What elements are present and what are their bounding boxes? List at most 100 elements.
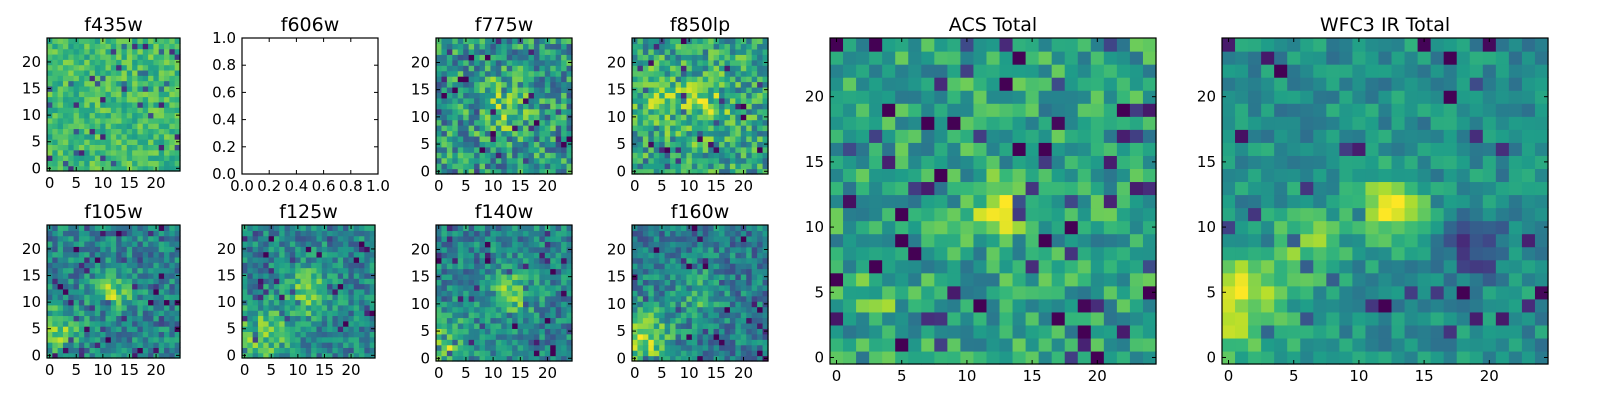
heatmap-cell: [729, 103, 736, 110]
heatmap-cell: [474, 355, 481, 362]
heatmap-cell: [566, 279, 573, 286]
heatmap-cell: [895, 220, 909, 235]
heatmap-cell: [757, 119, 764, 126]
heatmap-cell: [544, 279, 551, 286]
heatmap-cell: [364, 347, 371, 354]
heatmap-cell: [327, 320, 334, 327]
heatmap-cell: [702, 235, 709, 242]
heatmap-cell: [452, 333, 459, 340]
heatmap-cell: [637, 97, 644, 104]
heatmap-cell: [153, 149, 160, 156]
heatmap-cell: [544, 350, 551, 357]
heatmap-cell: [142, 225, 149, 231]
heatmap-cell: [268, 326, 275, 332]
panel-title: f850lp: [670, 14, 730, 36]
heatmap-cell: [126, 59, 133, 66]
heatmap-cell: [110, 336, 117, 343]
heatmap-cell: [653, 284, 660, 291]
heatmap-cell: [68, 101, 75, 108]
heatmap-cell: [1142, 233, 1157, 248]
heatmap-cell: [316, 225, 323, 231]
heatmap-cell: [441, 38, 448, 45]
heatmap-cell: [474, 322, 481, 329]
heatmap-cell: [1077, 337, 1092, 352]
heatmap-cell: [501, 48, 508, 55]
heatmap-cell: [164, 240, 170, 247]
heatmap-cell: [528, 295, 535, 302]
heatmap-cell: [73, 299, 80, 306]
heatmap-cell: [550, 163, 557, 170]
heatmap-cell: [735, 81, 742, 88]
heatmap-cell: [153, 347, 160, 354]
heatmap-cell: [57, 117, 64, 124]
heatmap-cell: [691, 317, 698, 324]
heatmap-cell: [751, 301, 758, 308]
heatmap-cell: [337, 347, 344, 354]
x-tick-label: 0: [434, 364, 444, 382]
heatmap-cell: [751, 263, 758, 270]
heatmap-cell: [441, 86, 448, 93]
heatmap-cell: [724, 59, 731, 66]
heatmap-cell: [675, 241, 682, 248]
heatmap-cell: [479, 268, 486, 275]
heatmap-cell: [490, 76, 497, 83]
heatmap-cell: [337, 240, 344, 247]
heatmap-cell: [675, 230, 682, 237]
heatmap-cell: [670, 146, 677, 153]
heatmap-cell: [544, 108, 551, 115]
heatmap-cell: [908, 246, 922, 261]
heatmap-cell: [1077, 181, 1092, 196]
heatmap-cell: [1038, 285, 1053, 300]
heatmap-cell: [675, 252, 682, 259]
heatmap-cell: [343, 320, 349, 327]
heatmap-cell: [116, 256, 123, 263]
heatmap-cell: [659, 86, 666, 93]
heatmap-cell: [468, 59, 475, 66]
heatmap-cell: [735, 312, 742, 319]
heatmap-cell: [1116, 311, 1131, 326]
heatmap-cell: [126, 230, 133, 237]
heatmap-cell: [247, 347, 254, 354]
heatmap-cell: [702, 86, 709, 93]
heatmap-cell: [512, 65, 519, 72]
heatmap-cell: [934, 194, 948, 209]
heatmap-cell: [100, 53, 107, 60]
heatmap-cell: [762, 76, 769, 83]
heatmap-cell: [62, 347, 69, 354]
heatmap-cell: [137, 283, 144, 290]
heatmap-cell: [158, 107, 165, 114]
heatmap-cell: [105, 96, 112, 103]
heatmap-cell: [708, 290, 715, 297]
heatmap-cell: [561, 257, 568, 264]
heatmap-cell: [337, 230, 344, 237]
heatmap-cell: [659, 76, 666, 83]
heatmap-cell: [62, 225, 69, 231]
heatmap-cell: [555, 135, 562, 142]
heatmap-cell: [1103, 220, 1118, 235]
heatmap-cell: [359, 278, 365, 285]
heatmap-cell: [452, 241, 459, 248]
heatmap-cell: [632, 241, 639, 248]
heatmap-cell: [137, 331, 144, 338]
heatmap-cell: [169, 310, 176, 317]
x-tick-label: 10: [93, 174, 112, 192]
heatmap-cell: [137, 304, 144, 311]
heatmap-cell: [110, 48, 117, 55]
heatmap-cell: [153, 267, 160, 274]
heatmap-cell: [637, 59, 644, 66]
heatmap-cell: [686, 257, 693, 264]
heatmap-cell: [895, 350, 909, 365]
heatmap-cell: [169, 294, 176, 301]
heatmap-cell: [670, 168, 677, 175]
heatmap-cell: [142, 299, 149, 306]
heatmap-cell: [364, 262, 371, 269]
heatmap-cell: [126, 267, 133, 274]
heatmap-cell: [337, 342, 344, 348]
heatmap-cell: [561, 81, 568, 88]
heatmap-cell: [921, 194, 935, 209]
heatmap-cell: [153, 96, 160, 103]
heatmap-cell: [343, 299, 349, 306]
heatmap-cell: [702, 103, 709, 110]
heatmap-cell: [484, 152, 491, 159]
heatmap-cell: [463, 339, 470, 346]
